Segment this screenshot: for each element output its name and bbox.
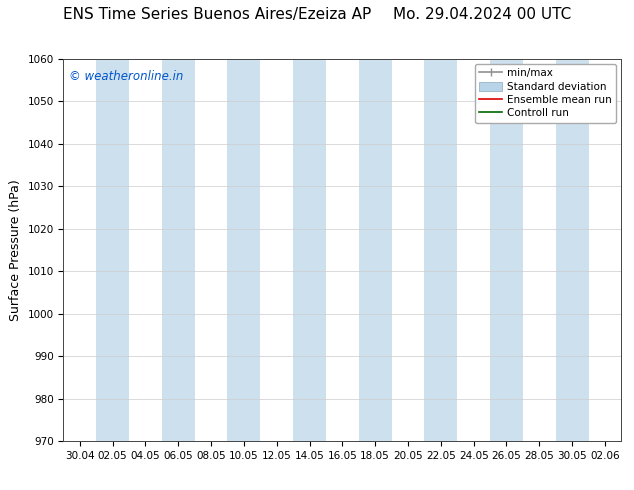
Text: © weatheronline.in: © weatheronline.in — [69, 70, 183, 83]
Bar — [359, 59, 392, 441]
Y-axis label: Surface Pressure (hPa): Surface Pressure (hPa) — [9, 179, 22, 321]
Bar — [228, 59, 261, 441]
Text: Mo. 29.04.2024 00 UTC: Mo. 29.04.2024 00 UTC — [393, 7, 571, 22]
Text: ENS Time Series Buenos Aires/Ezeiza AP: ENS Time Series Buenos Aires/Ezeiza AP — [63, 7, 372, 22]
Bar — [162, 59, 195, 441]
Bar — [555, 59, 588, 441]
Legend: min/max, Standard deviation, Ensemble mean run, Controll run: min/max, Standard deviation, Ensemble me… — [475, 64, 616, 122]
Bar — [293, 59, 326, 441]
Bar — [96, 59, 129, 441]
Bar — [490, 59, 523, 441]
Bar — [424, 59, 457, 441]
